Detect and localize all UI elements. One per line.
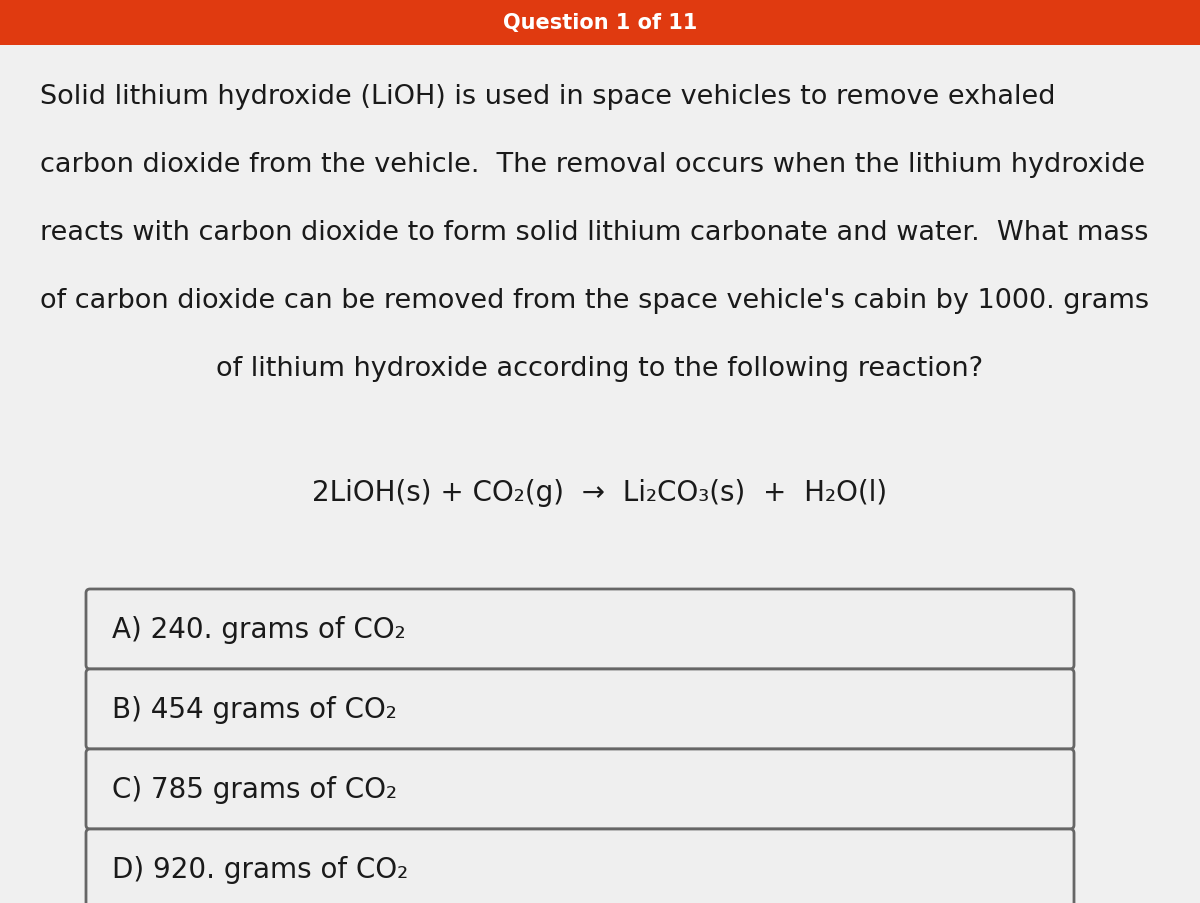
Text: B) 454 grams of CO₂: B) 454 grams of CO₂ bbox=[112, 695, 397, 723]
Text: A) 240. grams of CO₂: A) 240. grams of CO₂ bbox=[112, 615, 406, 643]
Text: carbon dioxide from the vehicle.  The removal occurs when the lithium hydroxide: carbon dioxide from the vehicle. The rem… bbox=[40, 152, 1145, 178]
Text: Solid lithium hydroxide (LiOH) is used in space vehicles to remove exhaled: Solid lithium hydroxide (LiOH) is used i… bbox=[40, 84, 1056, 110]
Text: Question 1 of 11: Question 1 of 11 bbox=[503, 13, 697, 33]
Text: of carbon dioxide can be removed from the space vehicle's cabin by 1000. grams: of carbon dioxide can be removed from th… bbox=[40, 288, 1150, 313]
FancyBboxPatch shape bbox=[86, 590, 1074, 669]
FancyBboxPatch shape bbox=[86, 669, 1074, 749]
FancyBboxPatch shape bbox=[86, 749, 1074, 829]
Text: of lithium hydroxide according to the following reaction?: of lithium hydroxide according to the fo… bbox=[216, 356, 984, 382]
Text: C) 785 grams of CO₂: C) 785 grams of CO₂ bbox=[112, 775, 397, 803]
Text: D) 920. grams of CO₂: D) 920. grams of CO₂ bbox=[112, 855, 408, 883]
Text: 2LiOH(s) + CO₂(g)  →  Li₂CO₃(s)  +  H₂O(l): 2LiOH(s) + CO₂(g) → Li₂CO₃(s) + H₂O(l) bbox=[312, 479, 888, 507]
FancyBboxPatch shape bbox=[86, 829, 1074, 903]
Bar bbox=[0, 0, 1200, 46]
Text: reacts with carbon dioxide to form solid lithium carbonate and water.  What mass: reacts with carbon dioxide to form solid… bbox=[40, 219, 1148, 246]
